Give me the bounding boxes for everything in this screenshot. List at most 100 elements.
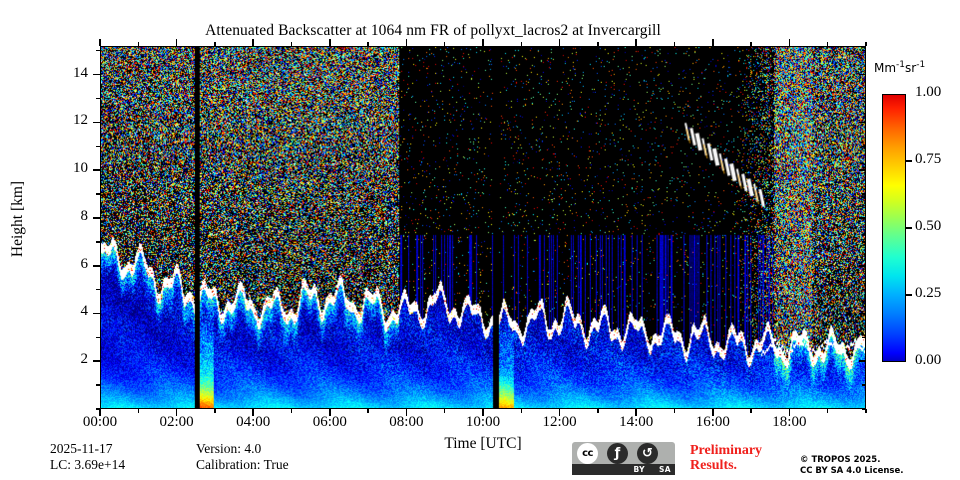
x-axis-tick bbox=[175, 409, 178, 416]
cc-attribution-icon: ƒ bbox=[607, 442, 628, 464]
x-axis-tick-label: 00:00 bbox=[82, 414, 118, 430]
x-axis-tick bbox=[137, 409, 139, 413]
colorbar-tick-label: 0.25 bbox=[915, 285, 942, 301]
y-axis-tick bbox=[96, 241, 100, 243]
x-axis-tick bbox=[482, 39, 484, 46]
preliminary-results-notice: Preliminary Results. bbox=[690, 443, 762, 473]
colorbar-units-mid: sr bbox=[905, 61, 917, 75]
x-axis-tick bbox=[444, 42, 446, 46]
copyright-line-1: © TROPOS 2025. bbox=[800, 455, 881, 465]
x-axis-tick bbox=[482, 409, 484, 416]
y-axis-tick bbox=[93, 360, 100, 363]
cc-badge-icons-row: cc ƒ ↺ bbox=[572, 442, 675, 464]
x-axis-tick bbox=[137, 42, 139, 46]
x-axis-tick bbox=[865, 409, 867, 413]
page-title: Attenuated Backscatter at 1064 nm FR of … bbox=[205, 22, 661, 39]
colorbar-tick-label: 0.50 bbox=[915, 218, 942, 234]
y-axis-tick-label: 12 bbox=[73, 112, 88, 129]
x-axis-tick-label: 14:00 bbox=[619, 414, 654, 430]
y-axis-tick bbox=[96, 145, 100, 147]
y-axis-tick bbox=[859, 312, 866, 315]
x-axis-tick-label: 06:00 bbox=[312, 414, 347, 430]
colorbar-tick bbox=[906, 160, 912, 162]
y-axis-tick bbox=[859, 73, 866, 76]
x-axis-tick bbox=[252, 39, 254, 46]
x-axis-tick bbox=[329, 39, 331, 46]
x-axis-tick bbox=[367, 409, 369, 413]
x-axis-tick bbox=[788, 39, 791, 46]
y-axis-tick bbox=[93, 73, 100, 76]
cc-logo-icon: cc bbox=[577, 442, 598, 464]
y-axis-tick-label: 14 bbox=[73, 64, 88, 81]
x-axis-tick bbox=[520, 409, 522, 413]
colorbar-tick-label: 0.75 bbox=[915, 151, 942, 167]
x-axis-tick bbox=[405, 409, 408, 416]
x-axis-tick bbox=[635, 39, 637, 46]
y-axis-title: Height [km] bbox=[9, 180, 26, 258]
copyright-line-2: CC BY SA 4.0 License. bbox=[800, 466, 904, 476]
x-axis-tick bbox=[597, 409, 599, 413]
x-axis-title: Time [UTC] bbox=[444, 435, 522, 452]
y-axis-tick bbox=[859, 217, 866, 219]
footer-lidar-constant: LC: 3.69e+14 bbox=[50, 457, 126, 472]
x-axis-tick bbox=[405, 39, 408, 46]
y-axis-tick bbox=[862, 384, 866, 386]
x-axis-tick bbox=[788, 409, 791, 416]
x-axis-tick bbox=[214, 42, 216, 46]
y-axis-tick bbox=[96, 384, 100, 386]
y-axis-tick bbox=[859, 121, 866, 124]
y-axis-tick bbox=[96, 408, 100, 410]
y-axis-tick bbox=[93, 312, 100, 315]
y-axis-tick bbox=[862, 50, 866, 52]
colorbar-tick bbox=[906, 227, 912, 229]
y-axis-tick bbox=[862, 288, 866, 291]
x-axis-tick-label: 10:00 bbox=[465, 414, 501, 430]
footer-calibration: Calibration: True bbox=[196, 457, 289, 472]
copyright-notice: © TROPOS 2025. CC BY SA 4.0 License. bbox=[800, 455, 903, 477]
x-axis-tick bbox=[520, 42, 522, 46]
y-axis-tick bbox=[93, 264, 100, 267]
x-axis-tick bbox=[827, 42, 829, 46]
y-axis-tick bbox=[96, 97, 100, 100]
y-axis-tick bbox=[862, 145, 866, 147]
x-axis-tick bbox=[290, 409, 293, 413]
y-axis-tick bbox=[862, 336, 866, 339]
x-axis-tick bbox=[712, 409, 714, 416]
x-axis-tick bbox=[597, 42, 599, 46]
footer-version: Version: 4.0 bbox=[196, 441, 262, 456]
y-axis-tick bbox=[862, 408, 866, 410]
y-axis-tick bbox=[862, 97, 866, 100]
cc-sharealike-icon: ↺ bbox=[637, 442, 658, 464]
y-axis-tick bbox=[96, 50, 100, 52]
colorbar-units-label: Mm-1sr-1 bbox=[874, 60, 925, 75]
y-axis-tick-label: 10 bbox=[73, 160, 88, 177]
x-axis-tick bbox=[329, 409, 331, 416]
footer-date: 2025-11-17 bbox=[50, 441, 113, 456]
colorbar-tick bbox=[906, 294, 912, 296]
y-axis-tick bbox=[859, 360, 866, 363]
cc-badge-labels-row: BY SA bbox=[572, 464, 675, 475]
x-axis-tick bbox=[558, 409, 561, 416]
x-axis-tick bbox=[750, 409, 752, 413]
y-axis-tick bbox=[93, 217, 100, 219]
colorbar-tick-label: 1.00 bbox=[915, 84, 942, 100]
x-axis-tick bbox=[367, 42, 369, 46]
x-axis-tick bbox=[635, 409, 637, 416]
x-axis-tick-label: 04:00 bbox=[236, 414, 271, 430]
x-axis-tick bbox=[827, 409, 829, 413]
colorbar-units-mantissa: Mm bbox=[874, 61, 897, 75]
x-axis-tick bbox=[99, 409, 101, 416]
colorbar-gradient bbox=[882, 94, 906, 362]
y-axis-tick bbox=[96, 288, 100, 291]
x-axis-tick-label: 18:00 bbox=[772, 414, 807, 430]
preliminary-line-1: Preliminary bbox=[690, 443, 763, 458]
cc-by-label: BY bbox=[633, 465, 645, 474]
x-axis-tick-label: 16:00 bbox=[695, 414, 730, 430]
x-axis-tick-label: 02:00 bbox=[159, 414, 194, 430]
x-axis-tick bbox=[252, 409, 254, 416]
y-axis-tick-label: 2 bbox=[80, 351, 89, 368]
y-axis-tick bbox=[859, 169, 866, 171]
colorbar-units-exp1: -1 bbox=[896, 60, 906, 70]
cc-sa-label: SA bbox=[658, 465, 671, 474]
y-axis-tick bbox=[93, 169, 100, 171]
